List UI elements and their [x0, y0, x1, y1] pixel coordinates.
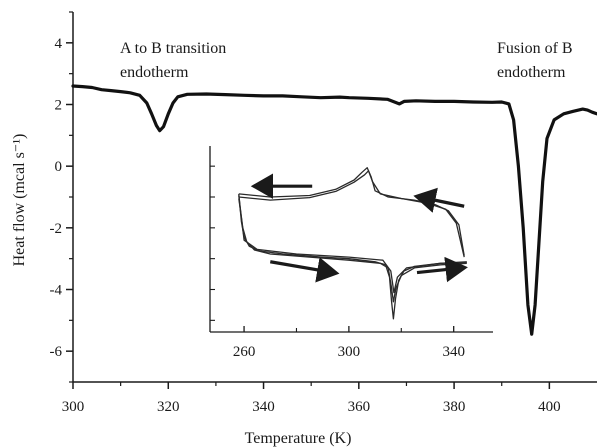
- y-ticks: -6 -4 -2 0 2 4: [50, 11, 73, 383]
- annotation-fusion-line-1: Fusion of B: [497, 40, 573, 57]
- x-tick-label: 360: [348, 399, 371, 415]
- x-tick-label: 340: [252, 399, 275, 415]
- x-tick-label: 400: [538, 399, 561, 415]
- x-axis-title: Temperature (K): [245, 430, 352, 447]
- inset-trace-1: [238, 167, 465, 256]
- direction-arrow: [416, 256, 468, 283]
- inset-x-ticks: 260 300 340: [233, 326, 465, 360]
- inset-plot: 260 300 340: [209, 146, 493, 360]
- annotation-transition-endotherm: A to B transition endotherm: [120, 40, 230, 81]
- x-ticks: 300 320 340 360 380 400: [62, 382, 561, 415]
- annotation-transition-line-1: A to B transition: [120, 40, 226, 57]
- inset-trace-4: [238, 198, 467, 303]
- y-tick-label: -2: [50, 221, 63, 237]
- annotation-transition-line-2: endotherm: [120, 64, 189, 81]
- inset-trace-5: [238, 195, 467, 294]
- x-tick-label: 320: [157, 399, 180, 415]
- inset-x-tick-label: 260: [233, 344, 256, 360]
- inset-y-ticks: [210, 165, 215, 321]
- y-tick-label: 0: [55, 159, 63, 175]
- y-tick-label: 4: [55, 36, 63, 52]
- annotation-fusion-endotherm: Fusion of B endotherm: [497, 40, 577, 81]
- inset-traces: [238, 167, 467, 320]
- x-tick-label: 380: [443, 399, 466, 415]
- heat-flow-trace: [71, 84, 597, 336]
- y-axis-title: Heat flow (mcal s⁻¹): [11, 134, 28, 267]
- annotation-fusion-line-2: endotherm: [497, 64, 566, 81]
- main-plot: -6 -4 -2 0 2 4 300 320 340 360 380 400 Temperature…: [11, 11, 597, 447]
- y-tick-label: -6: [50, 344, 63, 360]
- inset-direction-arrows: [250, 173, 468, 283]
- inset-trace-3: [238, 193, 467, 320]
- y-tick-label: 2: [55, 98, 63, 114]
- inset-x-tick-label: 340: [442, 344, 465, 360]
- inset-x-tick-label: 300: [338, 344, 361, 360]
- inset-trace-2: [238, 170, 465, 258]
- x-tick-label: 300: [62, 399, 85, 415]
- y-tick-label: -4: [50, 283, 63, 299]
- direction-arrow: [269, 257, 340, 283]
- direction-arrow: [413, 187, 465, 213]
